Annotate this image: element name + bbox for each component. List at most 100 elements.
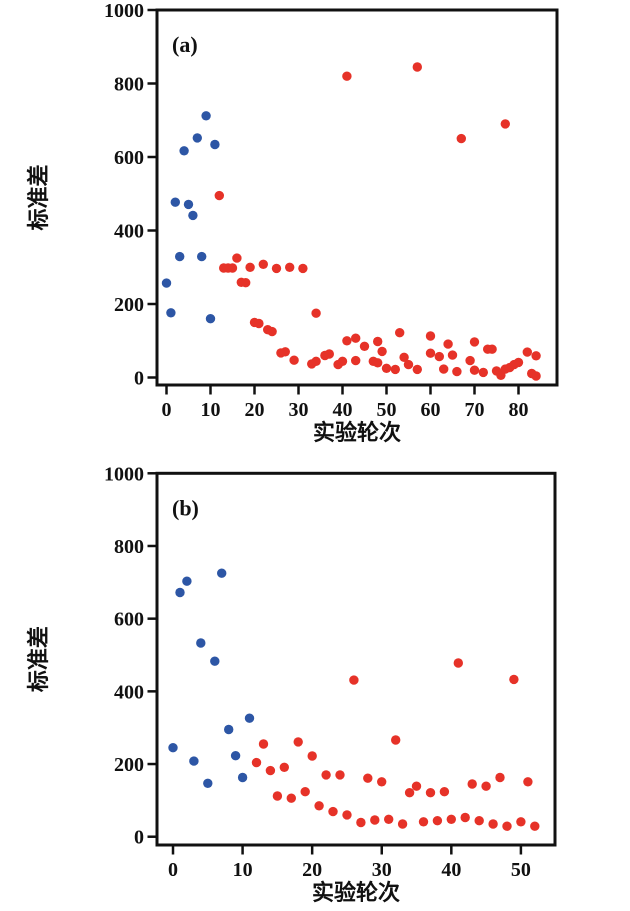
data-point-red-points	[399, 352, 409, 362]
data-point-red-points	[531, 371, 541, 381]
x-tick-label-a: 30	[289, 399, 309, 421]
data-point-red-points	[351, 333, 361, 343]
data-point-red-points	[481, 781, 491, 791]
data-point-red-points	[474, 816, 484, 826]
x-tick-label-a: 60	[421, 399, 441, 421]
data-point-red-points	[432, 816, 443, 826]
data-point-red-points	[446, 814, 456, 824]
data-point-red-points	[425, 788, 436, 798]
x-tick-label-a: 40	[333, 399, 353, 421]
data-point-blue-points	[182, 576, 192, 586]
data-point-red-points	[469, 365, 480, 375]
data-point-red-points	[342, 810, 352, 820]
data-point-red-points	[397, 819, 408, 829]
data-point-red-points	[311, 308, 321, 318]
y-tick-label-a: 0	[134, 368, 144, 390]
data-point-red-points	[258, 259, 268, 269]
data-point-red-points	[359, 341, 370, 351]
data-point-red-points	[363, 773, 373, 783]
data-point-red-points	[513, 357, 524, 368]
x-tick-label-b: 30	[372, 859, 392, 881]
y-tick-label-b: 600	[114, 609, 144, 631]
data-point-red-points	[321, 770, 331, 780]
data-point-red-points	[411, 781, 422, 791]
x-tick-label-b: 40	[441, 859, 461, 881]
y-tick-label-a: 800	[114, 74, 144, 96]
data-point-red-points	[404, 788, 415, 798]
data-point-red-points	[453, 658, 463, 668]
data-point-red-points	[337, 356, 348, 366]
data-point-red-points	[390, 364, 400, 375]
y-tick-label-b: 1000	[104, 463, 144, 485]
data-point-red-points	[377, 777, 387, 787]
x-tick-label-b: 0	[168, 859, 178, 881]
data-point-red-points	[342, 71, 352, 81]
data-point-red-points	[254, 318, 264, 329]
data-point-blue-points	[175, 251, 185, 262]
data-point-red-points	[307, 751, 317, 761]
data-point-red-points	[384, 814, 394, 824]
data-point-red-points	[530, 821, 540, 831]
data-point-blue-points	[224, 724, 234, 735]
data-point-red-points	[469, 337, 480, 347]
data-point-red-points	[531, 351, 541, 361]
y-tick-label-b: 0	[134, 827, 144, 849]
data-point-red-points	[456, 133, 466, 144]
data-point-blue-points	[244, 713, 255, 723]
data-point-red-points	[447, 350, 458, 360]
plot-border-a	[155, 8, 559, 387]
panel-label-a: (a)	[172, 32, 198, 57]
data-point-red-points	[487, 344, 497, 354]
data-point-red-points	[418, 817, 429, 827]
data-point-red-points	[439, 364, 449, 374]
data-point-blue-points	[183, 199, 194, 210]
data-point-red-points	[300, 787, 310, 797]
data-point-red-points	[241, 278, 251, 288]
data-point-red-points	[373, 336, 383, 347]
data-point-red-points	[258, 739, 269, 749]
data-point-red-points	[381, 363, 392, 373]
data-point-blue-points	[166, 308, 176, 318]
x-tick-label-a: 80	[509, 399, 529, 421]
y-tick-label-b: 800	[114, 536, 144, 558]
data-point-red-points	[328, 806, 338, 817]
data-point-red-points	[245, 262, 255, 272]
data-point-red-points	[335, 770, 345, 780]
data-point-red-points	[214, 190, 224, 201]
x-tick-label-b: 50	[511, 859, 531, 881]
data-point-red-points	[289, 355, 299, 365]
data-point-red-points	[516, 817, 526, 827]
data-point-blue-points	[188, 210, 198, 221]
y-tick-label-a: 600	[114, 147, 144, 169]
data-point-red-points	[500, 119, 510, 129]
y-axis-label-a: 标准差	[26, 164, 52, 230]
data-point-red-points	[373, 358, 383, 368]
data-point-blue-points	[197, 251, 207, 262]
data-point-red-points	[460, 812, 470, 823]
x-tick-label-a: 20	[245, 399, 265, 421]
data-point-red-points	[265, 765, 276, 776]
data-point-red-points	[324, 349, 334, 359]
x-axis-label-a: 实验轮次	[313, 420, 401, 446]
x-tick-label-a: 70	[465, 399, 485, 421]
y-tick-label-a: 400	[114, 221, 144, 243]
data-point-red-points	[251, 757, 262, 768]
data-point-blue-points	[189, 756, 199, 766]
data-point-red-points	[425, 331, 436, 341]
data-point-blue-points	[201, 111, 211, 121]
panel-label-b: (b)	[172, 495, 199, 520]
data-point-red-points	[425, 348, 436, 358]
data-point-blue-points	[170, 197, 180, 207]
data-point-red-points	[280, 347, 290, 357]
data-point-blue-points	[217, 568, 227, 578]
data-point-red-points	[467, 779, 477, 789]
data-point-blue-points	[203, 778, 213, 788]
data-point-blue-points	[175, 587, 185, 598]
data-point-red-points	[522, 347, 532, 357]
data-point-red-points	[412, 62, 422, 72]
data-point-blue-points	[205, 314, 216, 324]
y-tick-label-a: 1000	[104, 0, 144, 22]
x-tick-label-b: 10	[233, 859, 253, 881]
